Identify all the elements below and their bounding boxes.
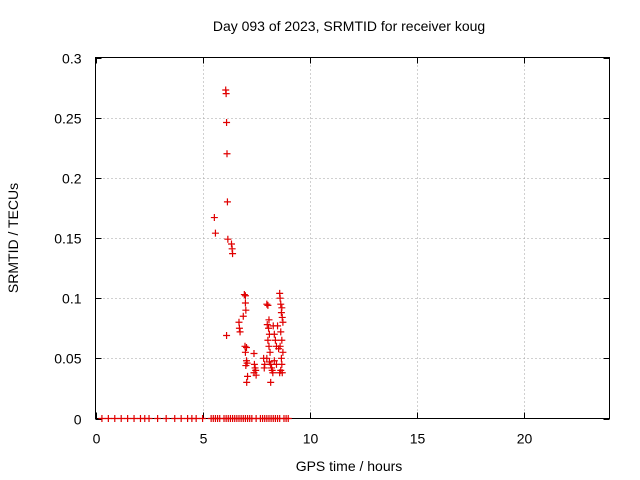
- data-point: [269, 369, 277, 377]
- data-point: [277, 328, 285, 336]
- data-point: [277, 300, 285, 308]
- data-point: [278, 360, 286, 368]
- data-point: [278, 336, 286, 344]
- data-point: [235, 324, 243, 332]
- data-point: [263, 354, 271, 362]
- data-point: [224, 235, 232, 243]
- x-tick-label: 0: [93, 431, 101, 447]
- data-point: [270, 330, 278, 338]
- y-tick-label: 0.1: [62, 291, 82, 307]
- x-tick-label: 20: [517, 431, 533, 447]
- data-point: [260, 364, 268, 372]
- data-point: [276, 342, 284, 350]
- data-point: [264, 336, 272, 344]
- data-point: [227, 240, 235, 248]
- data-point: [243, 359, 251, 367]
- data-point: [211, 229, 219, 237]
- data-point: [162, 415, 170, 422]
- data-point: [241, 299, 249, 307]
- data-point: [222, 90, 230, 98]
- y-tick-label: 0: [74, 412, 82, 428]
- x-axis: 0 5 10 15 20: [93, 57, 533, 447]
- data-point: [242, 344, 250, 352]
- data-point: [250, 360, 258, 368]
- data-point: [235, 318, 243, 326]
- data-point: [98, 415, 106, 422]
- data-point: [192, 415, 200, 422]
- y-tick-label: 0.2: [62, 171, 82, 187]
- data-point: [264, 301, 272, 309]
- data-point: [265, 342, 273, 350]
- data-point: [279, 318, 287, 326]
- y-axis-label: SRMTID / TECUs: [5, 183, 21, 293]
- data-point: [145, 415, 153, 422]
- data-series-srmtid: [98, 86, 292, 422]
- data-point: [277, 354, 285, 362]
- y-tick-label: 0.3: [62, 51, 82, 67]
- data-point: [277, 309, 285, 317]
- data-point: [177, 415, 185, 422]
- data-point: [284, 415, 292, 422]
- data-point: [244, 372, 252, 380]
- data-point: [265, 316, 273, 324]
- data-point: [124, 415, 132, 422]
- data-point: [130, 415, 138, 422]
- data-point: [265, 324, 273, 332]
- data-point: [271, 336, 279, 344]
- data-point: [266, 348, 274, 356]
- data-point: [250, 350, 258, 358]
- data-point: [263, 321, 271, 329]
- x-tick-label: 15: [410, 431, 426, 447]
- data-point: [240, 291, 248, 299]
- y-tick-label: 0.15: [54, 231, 81, 247]
- y-axis: 0 0.05 0.1 0.15 0.2 0.25 0.3: [54, 51, 610, 428]
- data-point: [236, 328, 244, 336]
- data-point: [243, 378, 251, 386]
- data-point: [223, 118, 231, 126]
- data-point: [104, 415, 112, 422]
- data-point: [239, 312, 247, 320]
- data-point: [117, 415, 125, 422]
- data-point: [171, 415, 179, 422]
- data-point: [154, 415, 162, 422]
- data-point: [241, 292, 249, 300]
- data-point: [278, 313, 286, 321]
- data-point: [241, 348, 249, 356]
- data-point: [279, 348, 287, 356]
- y-tick-label: 0.25: [54, 111, 81, 127]
- data-point: [223, 331, 231, 339]
- data-point: [210, 214, 218, 222]
- grid-lines: [95, 57, 610, 419]
- data-point: [263, 300, 271, 308]
- data-point: [267, 378, 275, 386]
- x-tick-label: 5: [200, 431, 208, 447]
- data-point: [274, 322, 282, 330]
- data-point: [242, 306, 250, 314]
- data-point: [241, 342, 249, 350]
- data-point: [276, 369, 284, 377]
- data-point: [270, 357, 278, 365]
- data-point: [229, 250, 237, 258]
- x-axis-label: GPS time / hours: [296, 458, 403, 474]
- data-point: [252, 371, 260, 379]
- data-point: [223, 150, 231, 158]
- data-point: [111, 415, 119, 422]
- y-tick-label: 0.05: [54, 351, 81, 367]
- data-point: [276, 294, 284, 302]
- data-point: [199, 415, 207, 422]
- data-point: [223, 198, 231, 206]
- chart-title: Day 093 of 2023, SRMTID for receiver kou…: [213, 18, 485, 34]
- x-tick-label: 10: [303, 431, 319, 447]
